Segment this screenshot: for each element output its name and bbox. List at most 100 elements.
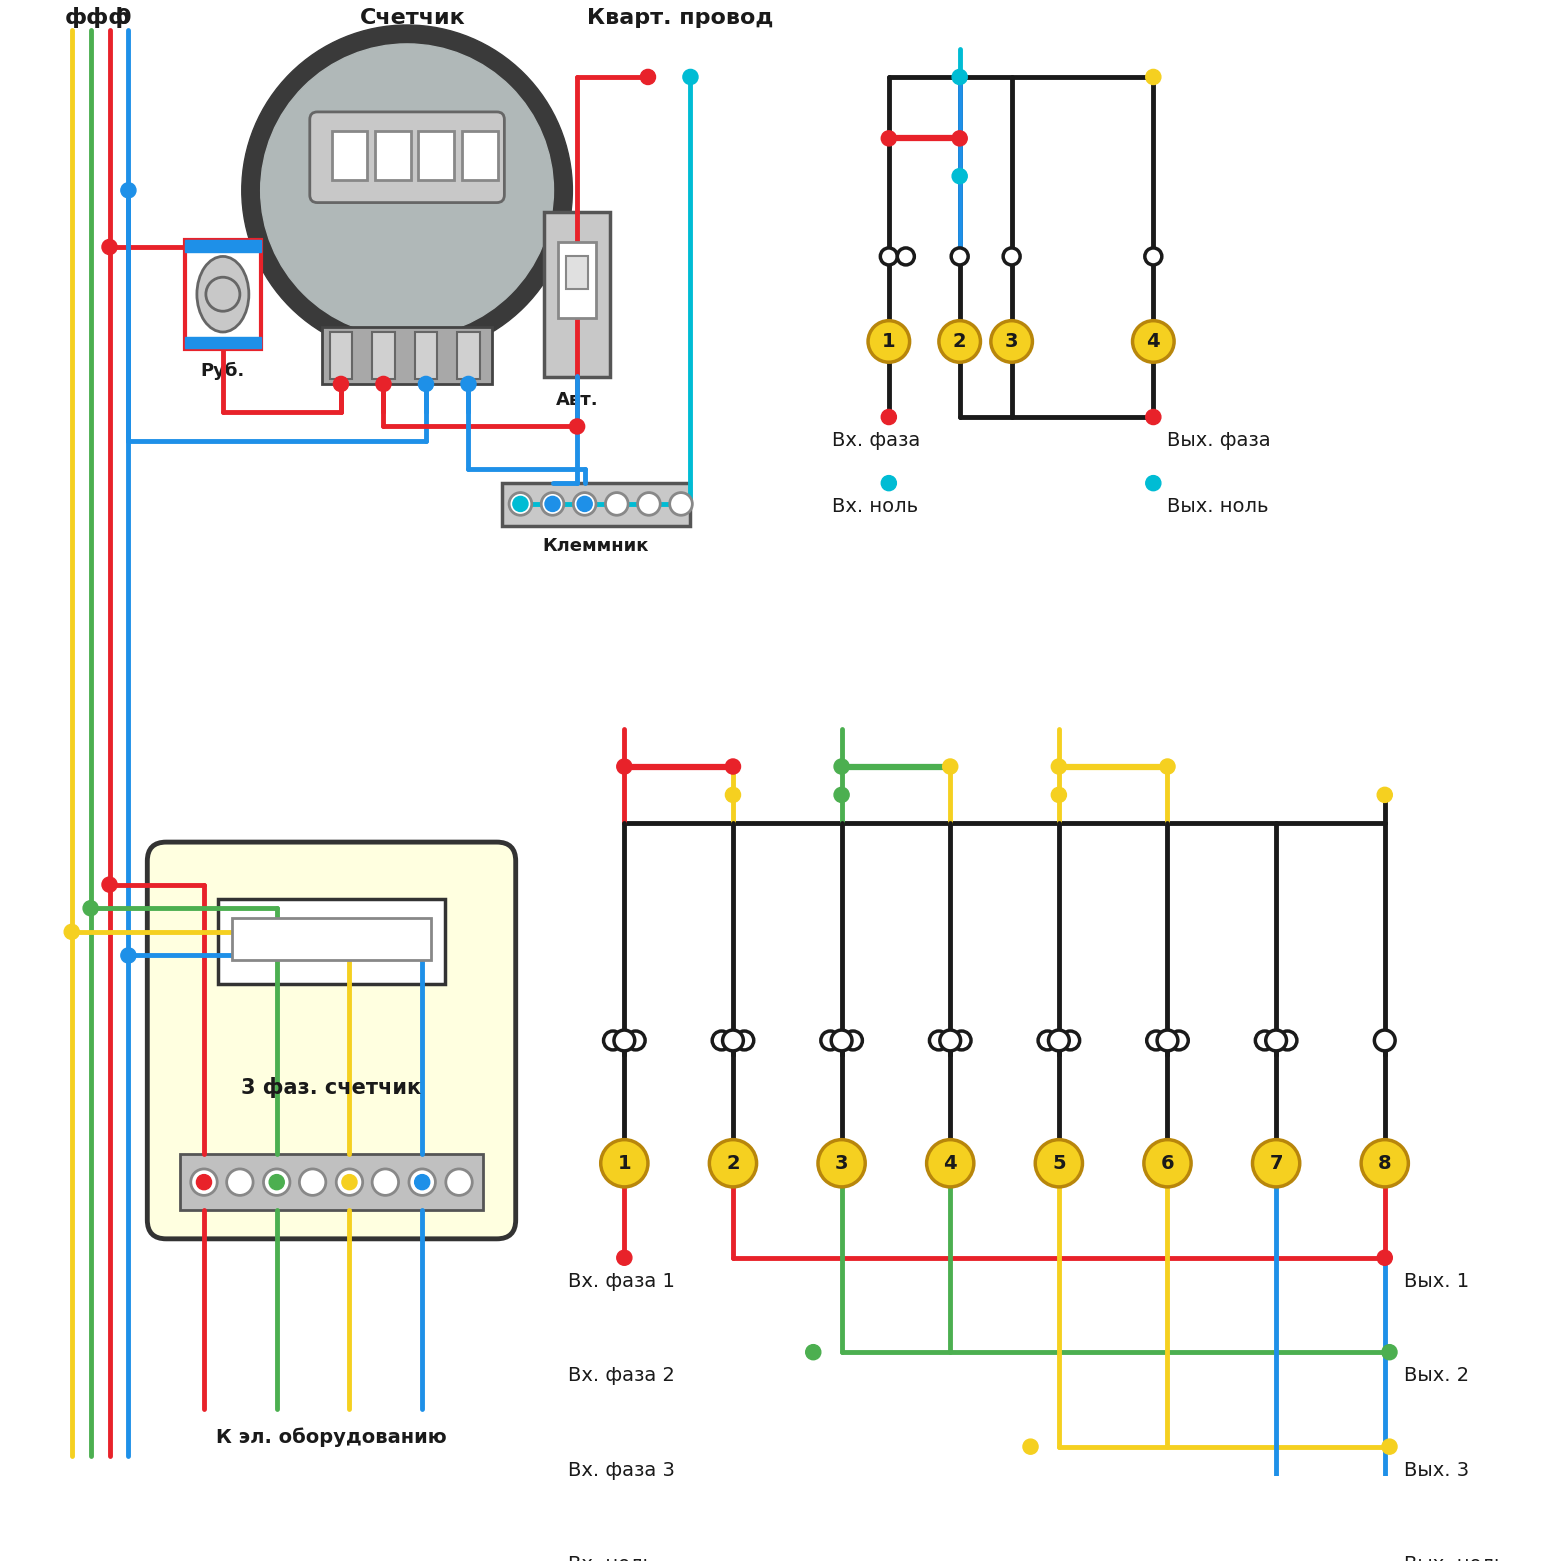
Text: Вх. фаза 1: Вх. фаза 1 xyxy=(568,1272,674,1291)
Circle shape xyxy=(1143,1140,1192,1186)
Circle shape xyxy=(574,493,596,515)
Text: Вх. фаза: Вх. фаза xyxy=(831,431,920,450)
Circle shape xyxy=(1265,1030,1287,1051)
Circle shape xyxy=(626,1030,646,1051)
Circle shape xyxy=(1256,1030,1275,1051)
Circle shape xyxy=(601,1140,647,1186)
Circle shape xyxy=(1377,787,1393,802)
Circle shape xyxy=(1023,1439,1037,1455)
Circle shape xyxy=(1240,1533,1256,1549)
Text: 3 фаз. счетчик: 3 фаз. счетчик xyxy=(242,1077,421,1099)
Circle shape xyxy=(513,496,527,512)
Circle shape xyxy=(1158,1030,1178,1051)
Bar xyxy=(501,484,691,526)
Circle shape xyxy=(844,1030,863,1051)
Circle shape xyxy=(831,1030,852,1051)
Bar xyxy=(232,918,431,960)
Circle shape xyxy=(300,1169,326,1196)
Circle shape xyxy=(120,948,136,963)
Circle shape xyxy=(867,320,909,362)
Circle shape xyxy=(713,1030,732,1051)
Circle shape xyxy=(1161,759,1175,774)
Circle shape xyxy=(64,924,80,940)
Circle shape xyxy=(942,759,958,774)
Text: Счетчик: Счетчик xyxy=(360,8,465,28)
Circle shape xyxy=(952,248,969,265)
Bar xyxy=(457,332,480,379)
Circle shape xyxy=(342,1174,357,1189)
Text: Вых. 1: Вых. 1 xyxy=(1404,1272,1470,1291)
Text: 7: 7 xyxy=(1270,1154,1282,1172)
FancyBboxPatch shape xyxy=(310,112,504,203)
Circle shape xyxy=(952,131,967,145)
Bar xyxy=(373,332,395,379)
Circle shape xyxy=(1376,1030,1395,1051)
Circle shape xyxy=(1145,409,1161,425)
Circle shape xyxy=(541,493,563,515)
Circle shape xyxy=(1145,476,1161,490)
Circle shape xyxy=(722,1030,744,1051)
FancyBboxPatch shape xyxy=(147,841,516,1239)
Bar xyxy=(186,240,261,350)
Circle shape xyxy=(927,1140,973,1186)
Circle shape xyxy=(577,496,593,512)
Circle shape xyxy=(569,418,585,434)
Text: Вых. ноль: Вых. ноль xyxy=(1404,1555,1505,1561)
Text: К эл. оборудованию: К эл. оборудованию xyxy=(217,1428,446,1447)
Circle shape xyxy=(669,493,693,515)
Text: 1: 1 xyxy=(881,332,895,351)
Circle shape xyxy=(261,44,554,337)
Text: Вых. 3: Вых. 3 xyxy=(1404,1461,1470,1480)
Text: 4: 4 xyxy=(1147,332,1161,351)
Text: 6: 6 xyxy=(1161,1154,1175,1172)
Circle shape xyxy=(1061,1030,1080,1051)
Text: Вых. фаза: Вых. фаза xyxy=(1167,431,1271,450)
Circle shape xyxy=(1051,759,1067,774)
Circle shape xyxy=(120,183,136,198)
Circle shape xyxy=(952,1030,970,1051)
Text: 1: 1 xyxy=(618,1154,632,1172)
Circle shape xyxy=(1037,1030,1058,1051)
Circle shape xyxy=(190,1169,217,1196)
Text: ффф: ффф xyxy=(66,6,131,28)
Circle shape xyxy=(683,69,697,84)
Bar xyxy=(418,131,454,180)
Circle shape xyxy=(605,493,629,515)
Text: 2: 2 xyxy=(725,1154,739,1172)
Text: Вых. 2: Вых. 2 xyxy=(1404,1366,1470,1385)
Circle shape xyxy=(817,1140,866,1186)
Circle shape xyxy=(1147,1030,1165,1051)
Bar xyxy=(544,212,610,378)
Text: Авт.: Авт. xyxy=(555,390,599,409)
Circle shape xyxy=(1145,248,1162,265)
Circle shape xyxy=(264,1169,290,1196)
Circle shape xyxy=(880,248,897,265)
Circle shape xyxy=(1170,1030,1189,1051)
Bar xyxy=(558,242,596,318)
Text: Вх. фаза 2: Вх. фаза 2 xyxy=(568,1366,674,1385)
Circle shape xyxy=(1051,787,1067,802)
Circle shape xyxy=(1382,1533,1398,1549)
Circle shape xyxy=(83,901,98,916)
Circle shape xyxy=(1377,1250,1393,1266)
Bar xyxy=(329,332,353,379)
Circle shape xyxy=(939,1030,961,1051)
Circle shape xyxy=(710,1140,757,1186)
Circle shape xyxy=(415,1174,429,1189)
Circle shape xyxy=(373,1169,398,1196)
Text: Руб.: Руб. xyxy=(201,362,245,381)
Circle shape xyxy=(1278,1030,1296,1051)
Circle shape xyxy=(270,1174,284,1189)
Text: 3: 3 xyxy=(1005,332,1019,351)
Text: Кварт. провод: Кварт. провод xyxy=(587,8,772,28)
Circle shape xyxy=(805,1344,821,1360)
Text: Вх. ноль: Вх. ноль xyxy=(831,498,919,517)
Circle shape xyxy=(725,759,741,774)
Circle shape xyxy=(376,376,392,392)
Text: Вых. ноль: Вых. ноль xyxy=(1167,498,1268,517)
Ellipse shape xyxy=(197,256,250,332)
Circle shape xyxy=(101,877,117,893)
Circle shape xyxy=(638,493,660,515)
Bar xyxy=(566,256,588,289)
Circle shape xyxy=(1145,69,1161,84)
